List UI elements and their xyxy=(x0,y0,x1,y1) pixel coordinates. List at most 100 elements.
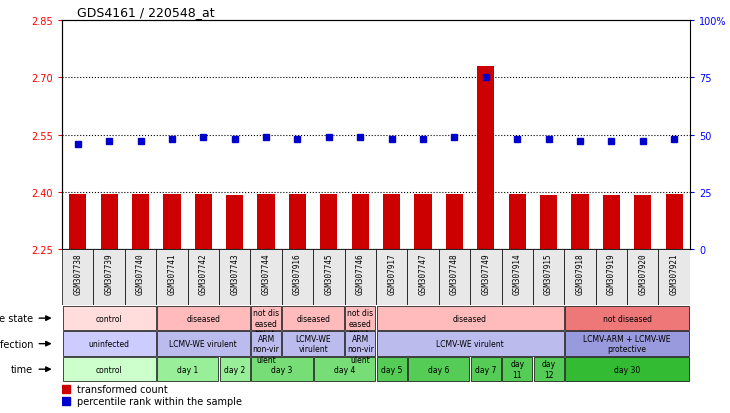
Text: LCMV-
ARM
non-vir
ulent: LCMV- ARM non-vir ulent xyxy=(253,324,280,364)
FancyBboxPatch shape xyxy=(376,250,407,306)
Text: day
12: day 12 xyxy=(542,360,556,379)
Text: infection: infection xyxy=(0,339,34,349)
Text: GDS4161 / 220548_at: GDS4161 / 220548_at xyxy=(77,6,215,19)
Bar xyxy=(477,66,494,250)
Text: GSM307747: GSM307747 xyxy=(418,253,428,294)
FancyBboxPatch shape xyxy=(564,250,596,306)
Text: GSM307921: GSM307921 xyxy=(669,253,679,294)
Bar xyxy=(666,195,683,250)
FancyBboxPatch shape xyxy=(345,250,376,306)
Text: GSM307914: GSM307914 xyxy=(512,253,522,294)
FancyBboxPatch shape xyxy=(313,250,345,306)
FancyBboxPatch shape xyxy=(250,250,282,306)
Text: disease state: disease state xyxy=(0,313,34,323)
FancyBboxPatch shape xyxy=(251,306,281,330)
Bar xyxy=(195,195,212,250)
Bar xyxy=(634,195,651,250)
FancyBboxPatch shape xyxy=(470,250,502,306)
Bar xyxy=(415,195,431,250)
Text: GSM307743: GSM307743 xyxy=(230,253,239,294)
Text: LCMV-
ARM
non-vir
ulent: LCMV- ARM non-vir ulent xyxy=(347,324,374,364)
Bar xyxy=(352,195,369,250)
Bar xyxy=(320,195,337,250)
FancyBboxPatch shape xyxy=(283,306,344,330)
Text: GSM307738: GSM307738 xyxy=(73,253,82,294)
Text: day 5: day 5 xyxy=(381,365,402,374)
Text: GSM307748: GSM307748 xyxy=(450,253,459,294)
Text: day 7: day 7 xyxy=(475,365,496,374)
Text: day 1: day 1 xyxy=(177,365,199,374)
FancyBboxPatch shape xyxy=(283,332,344,356)
FancyBboxPatch shape xyxy=(156,250,188,306)
Text: day 4: day 4 xyxy=(334,365,356,374)
FancyBboxPatch shape xyxy=(251,357,312,382)
FancyBboxPatch shape xyxy=(439,250,470,306)
Text: GSM307919: GSM307919 xyxy=(607,253,616,294)
FancyBboxPatch shape xyxy=(627,250,658,306)
Bar xyxy=(603,195,620,250)
FancyBboxPatch shape xyxy=(471,357,501,382)
Text: GSM307917: GSM307917 xyxy=(387,253,396,294)
Text: GSM307920: GSM307920 xyxy=(638,253,648,294)
Text: day 2: day 2 xyxy=(224,365,245,374)
FancyBboxPatch shape xyxy=(157,306,250,330)
Text: GSM307744: GSM307744 xyxy=(261,253,271,294)
Bar xyxy=(289,195,306,250)
Text: GSM307746: GSM307746 xyxy=(356,253,365,294)
Bar xyxy=(383,195,400,250)
FancyBboxPatch shape xyxy=(658,250,690,306)
Text: GSM307741: GSM307741 xyxy=(167,253,177,294)
Text: not dis
eased: not dis eased xyxy=(253,309,279,328)
Text: diseased: diseased xyxy=(186,314,220,323)
Text: GSM307749: GSM307749 xyxy=(481,253,491,294)
FancyBboxPatch shape xyxy=(565,357,689,382)
Text: transformed count: transformed count xyxy=(77,385,168,394)
Bar xyxy=(226,195,243,250)
Text: GSM307739: GSM307739 xyxy=(104,253,114,294)
FancyBboxPatch shape xyxy=(596,250,627,306)
Text: GSM307915: GSM307915 xyxy=(544,253,553,294)
Text: LCMV-WE virulent: LCMV-WE virulent xyxy=(169,339,237,348)
FancyBboxPatch shape xyxy=(157,332,250,356)
FancyBboxPatch shape xyxy=(282,250,313,306)
FancyBboxPatch shape xyxy=(407,250,439,306)
FancyBboxPatch shape xyxy=(533,250,564,306)
Text: LCMV-ARM + LCMV-WE
protective: LCMV-ARM + LCMV-WE protective xyxy=(583,334,671,354)
FancyBboxPatch shape xyxy=(377,306,564,330)
FancyBboxPatch shape xyxy=(345,306,375,330)
FancyBboxPatch shape xyxy=(377,357,407,382)
Text: not diseased: not diseased xyxy=(602,314,652,323)
Bar xyxy=(69,195,86,250)
FancyBboxPatch shape xyxy=(125,250,156,306)
FancyBboxPatch shape xyxy=(502,250,533,306)
Text: day 3: day 3 xyxy=(271,365,293,374)
Text: time: time xyxy=(11,364,34,374)
Text: control: control xyxy=(96,365,123,374)
Text: day
11: day 11 xyxy=(510,360,524,379)
Bar xyxy=(101,194,118,250)
Bar xyxy=(164,195,180,250)
FancyBboxPatch shape xyxy=(251,332,281,356)
Text: percentile rank within the sample: percentile rank within the sample xyxy=(77,396,242,406)
Text: diseased: diseased xyxy=(296,314,330,323)
FancyBboxPatch shape xyxy=(63,332,155,356)
Text: LCMV-WE virulent: LCMV-WE virulent xyxy=(437,339,504,348)
FancyBboxPatch shape xyxy=(314,357,375,382)
Text: day 6: day 6 xyxy=(428,365,450,374)
FancyBboxPatch shape xyxy=(157,357,218,382)
FancyBboxPatch shape xyxy=(93,250,125,306)
FancyBboxPatch shape xyxy=(408,357,469,382)
Bar xyxy=(572,195,588,250)
Text: GSM307740: GSM307740 xyxy=(136,253,145,294)
FancyBboxPatch shape xyxy=(220,357,250,382)
Bar xyxy=(258,194,274,250)
Bar xyxy=(132,195,149,250)
Bar xyxy=(540,195,557,250)
Text: uninfected: uninfected xyxy=(88,339,130,348)
FancyBboxPatch shape xyxy=(565,332,689,356)
Text: GSM307916: GSM307916 xyxy=(293,253,302,294)
FancyBboxPatch shape xyxy=(219,250,250,306)
Text: day 30: day 30 xyxy=(614,365,640,374)
Bar xyxy=(446,195,463,250)
FancyBboxPatch shape xyxy=(565,306,689,330)
